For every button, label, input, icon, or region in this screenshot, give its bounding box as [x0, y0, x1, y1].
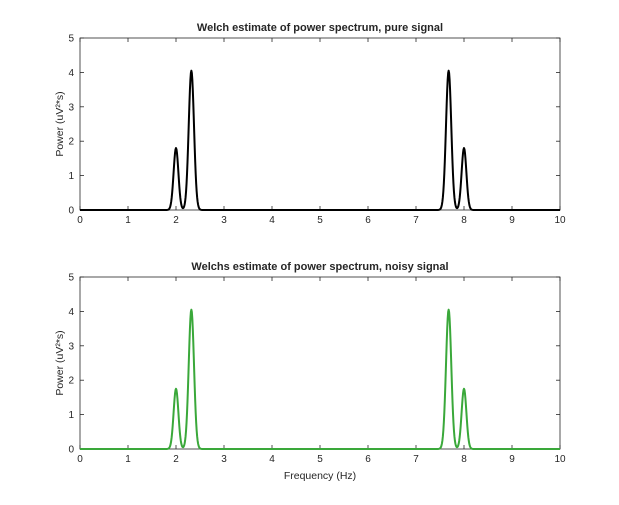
noisy-signal-ylabel: Power (uV²*s) — [54, 330, 66, 395]
pure-signal-series — [79, 69, 561, 211]
noisy-signal-x-tick-label: 7 — [413, 454, 419, 465]
pure-signal-x-tick-label: 8 — [461, 215, 467, 226]
noisy-signal-x-tick-label: 4 — [269, 454, 275, 465]
noisy-signal-x-tick-label: 10 — [554, 454, 566, 465]
noisy-signal-title: Welchs estimate of power spectrum, noisy… — [191, 261, 448, 273]
noisy-signal-x-tick-label: 9 — [509, 454, 515, 465]
pure-signal-ylabel: Power (uV²*s) — [54, 91, 66, 156]
noisy-signal-y-tick-label: 0 — [68, 445, 74, 456]
pure-signal-y-tick-label: 1 — [68, 171, 74, 182]
pure-signal-y-tick-label: 0 — [68, 206, 74, 217]
noisy-signal-xlabel: Frequency (Hz) — [284, 470, 356, 482]
pure-signal-x-ticks: 0 1 2 3 4 5 6 7 8 9 10 — [77, 38, 566, 226]
noisy-signal-x-tick-label: 6 — [365, 454, 371, 465]
noisy-signal-x-tick-label: 3 — [221, 454, 227, 465]
pure-signal-x-tick-label: 5 — [317, 215, 323, 226]
noisy-signal-x-ticks: 0 1 2 3 4 5 6 7 8 9 10 — [77, 277, 566, 465]
pure-signal-x-tick-label: 2 — [173, 215, 179, 226]
pure-signal-y-tick-label: 3 — [68, 102, 74, 113]
noisy-signal-series — [79, 308, 561, 450]
pure-signal-panel: Welch estimate of power spectrum, pure s… — [54, 22, 566, 226]
noisy-signal-x-tick-label: 1 — [125, 454, 131, 465]
noisy-signal-y-tick-label: 1 — [68, 410, 74, 421]
noisy-signal-y-tick-label: 3 — [68, 341, 74, 352]
pure-signal-series-line — [79, 69, 561, 211]
pure-signal-x-tick-label: 4 — [269, 215, 275, 226]
pure-signal-x-tick-label: 9 — [509, 215, 515, 226]
noisy-signal-series-line — [79, 308, 561, 450]
noisy-signal-panel: Welchs estimate of power spectrum, noisy… — [54, 261, 566, 482]
noisy-signal-y-tick-label: 2 — [68, 376, 74, 387]
pure-signal-y-tick-label: 5 — [68, 34, 74, 45]
pure-signal-title: Welch estimate of power spectrum, pure s… — [197, 22, 443, 34]
noisy-signal-x-tick-label: 5 — [317, 454, 323, 465]
pure-signal-y-tick-label: 4 — [68, 68, 74, 79]
noisy-signal-y-ticks: 0 1 2 3 4 5 — [68, 273, 560, 456]
pure-signal-y-ticks: 0 1 2 3 4 5 — [68, 34, 560, 217]
pure-signal-x-tick-label: 3 — [221, 215, 227, 226]
pure-signal-y-tick-label: 2 — [68, 137, 74, 148]
noisy-signal-x-tick-label: 8 — [461, 454, 467, 465]
noisy-signal-x-tick-label: 0 — [77, 454, 83, 465]
noisy-signal-axes-box — [79, 276, 561, 450]
noisy-signal-y-tick-label: 5 — [68, 273, 74, 284]
noisy-signal-x-tick-label: 2 — [173, 454, 179, 465]
pure-signal-x-tick-label: 7 — [413, 215, 419, 226]
pure-signal-x-tick-label: 6 — [365, 215, 371, 226]
pure-signal-x-tick-label: 0 — [77, 215, 83, 226]
pure-signal-axes-box — [79, 37, 561, 211]
noisy-signal-y-tick-label: 4 — [68, 307, 74, 318]
pure-signal-x-tick-label: 10 — [554, 215, 566, 226]
pure-signal-x-tick-label: 1 — [125, 215, 131, 226]
